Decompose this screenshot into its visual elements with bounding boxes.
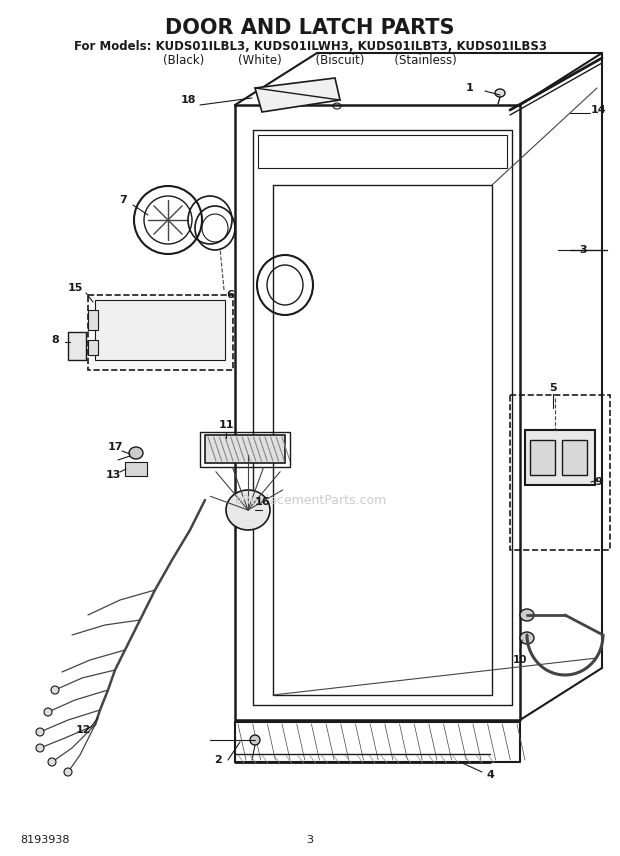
Text: 8193938: 8193938 [20,835,69,845]
Text: 13: 13 [105,470,121,480]
Bar [562,440,587,475]
Ellipse shape [129,447,143,459]
Ellipse shape [495,89,505,97]
Ellipse shape [64,768,72,776]
Text: 11: 11 [218,420,234,430]
Bar [205,435,285,463]
Text: 10: 10 [513,655,527,665]
Bar [95,300,225,360]
Ellipse shape [520,632,534,644]
Ellipse shape [226,490,270,530]
Bar [510,395,610,550]
Text: 5: 5 [549,383,557,393]
Ellipse shape [250,735,260,745]
Ellipse shape [36,728,44,736]
Ellipse shape [36,744,44,752]
Text: 6: 6 [226,290,234,300]
Ellipse shape [520,609,534,621]
Text: 9: 9 [594,477,602,487]
Text: 3: 3 [579,245,587,255]
Bar [88,310,98,330]
Text: For Models: KUDS01ILBL3, KUDS01ILWH3, KUDS01ILBT3, KUDS01ILBS3: For Models: KUDS01ILBL3, KUDS01ILWH3, KU… [74,39,546,52]
Ellipse shape [44,708,52,716]
Text: 8: 8 [51,335,59,345]
Text: 7: 7 [119,195,127,205]
Ellipse shape [51,686,59,694]
Text: eReplacementParts.com: eReplacementParts.com [234,494,386,507]
Text: DOOR AND LATCH PARTS: DOOR AND LATCH PARTS [166,18,454,38]
Text: 18: 18 [180,95,196,105]
Text: 4: 4 [486,770,494,780]
Bar [88,340,98,355]
Bar [125,462,147,476]
Text: 14: 14 [590,105,606,115]
Bar [525,430,595,485]
Polygon shape [255,78,340,112]
Text: 16: 16 [254,497,270,507]
Text: 15: 15 [68,283,82,293]
Text: (Black)         (White)         (Biscuit)        (Stainless): (Black) (White) (Biscuit) (Stainless) [163,54,457,67]
Ellipse shape [48,758,56,766]
Text: 2: 2 [214,755,222,765]
Bar [88,295,233,370]
Text: 17: 17 [107,442,123,452]
Text: 1: 1 [466,83,474,93]
Text: 3: 3 [306,835,314,845]
Bar [200,432,290,467]
Text: 12: 12 [75,725,91,735]
Bar [530,440,555,475]
Bar [68,332,86,360]
